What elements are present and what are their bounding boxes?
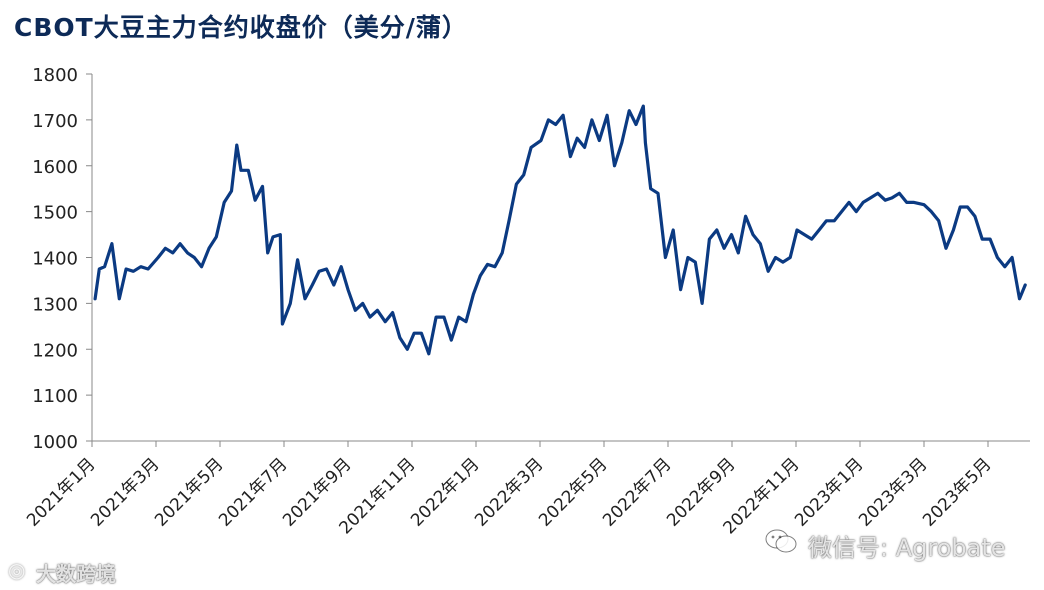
x-tick-label: 2021年1月 xyxy=(23,454,99,530)
x-tick-label: 2022年3月 xyxy=(471,454,547,530)
x-tick-label: 2023年3月 xyxy=(855,454,931,530)
logo-icon: ◎ xyxy=(8,558,26,582)
y-tick-label: 1000 xyxy=(32,432,78,453)
watermark-right: 微信号: Agrobate xyxy=(808,534,1006,562)
y-tick-label: 1200 xyxy=(32,340,78,361)
watermark-left: 大数跨境 xyxy=(36,562,116,586)
wechat-icon xyxy=(765,529,797,553)
series-layer xyxy=(93,104,1027,356)
y-tick-label: 1500 xyxy=(32,203,78,224)
y-tick-label: 1600 xyxy=(32,157,78,178)
x-tick-label: 2021年3月 xyxy=(87,454,163,530)
y-axis-ticks: 1000 1100 1200 1300 1400 1500 1600 1700 1800 xyxy=(32,65,92,453)
chart-title: CBOT大豆主力合约收盘价（美分/蒲） xyxy=(14,13,468,42)
y-tick-label: 1100 xyxy=(32,386,78,407)
x-tick-label: 2021年5月 xyxy=(151,454,227,530)
x-tick-label: 2022年5月 xyxy=(535,454,611,530)
y-tick-label: 1700 xyxy=(32,111,78,132)
y-tick-label: 1300 xyxy=(32,294,78,315)
x-tick-label: 2022年1月 xyxy=(407,454,483,530)
x-axis-ticks: 2021年1月2021年3月2021年5月2021年7月2021年9月2021年… xyxy=(23,441,996,538)
series-line xyxy=(93,104,1027,356)
x-tick-label: 2021年7月 xyxy=(215,454,291,530)
x-tick-label: 2023年5月 xyxy=(919,454,995,530)
x-tick-label: 2022年7月 xyxy=(599,454,675,530)
x-tick-label: 2023年1月 xyxy=(791,454,867,530)
y-tick-label: 1800 xyxy=(32,65,78,86)
y-tick-label: 1400 xyxy=(32,249,78,270)
chart-axes xyxy=(91,74,1030,442)
